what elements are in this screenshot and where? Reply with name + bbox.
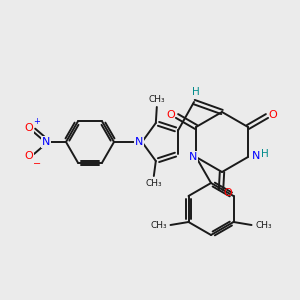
Text: O: O [25, 123, 33, 133]
Text: O: O [268, 110, 278, 120]
Text: N: N [135, 137, 143, 147]
Text: N: N [189, 152, 197, 162]
Text: CH₃: CH₃ [150, 220, 167, 230]
Text: CH₃: CH₃ [146, 178, 162, 188]
Text: H: H [261, 149, 269, 159]
Text: N: N [252, 151, 260, 161]
Text: O: O [224, 188, 232, 198]
Text: O: O [25, 151, 33, 161]
Text: H: H [192, 87, 200, 97]
Text: CH₃: CH₃ [255, 220, 272, 230]
Text: −: − [33, 159, 41, 169]
Text: CH₃: CH₃ [148, 95, 165, 104]
Text: +: + [34, 116, 40, 125]
Text: N: N [42, 137, 50, 147]
Text: O: O [167, 110, 176, 120]
